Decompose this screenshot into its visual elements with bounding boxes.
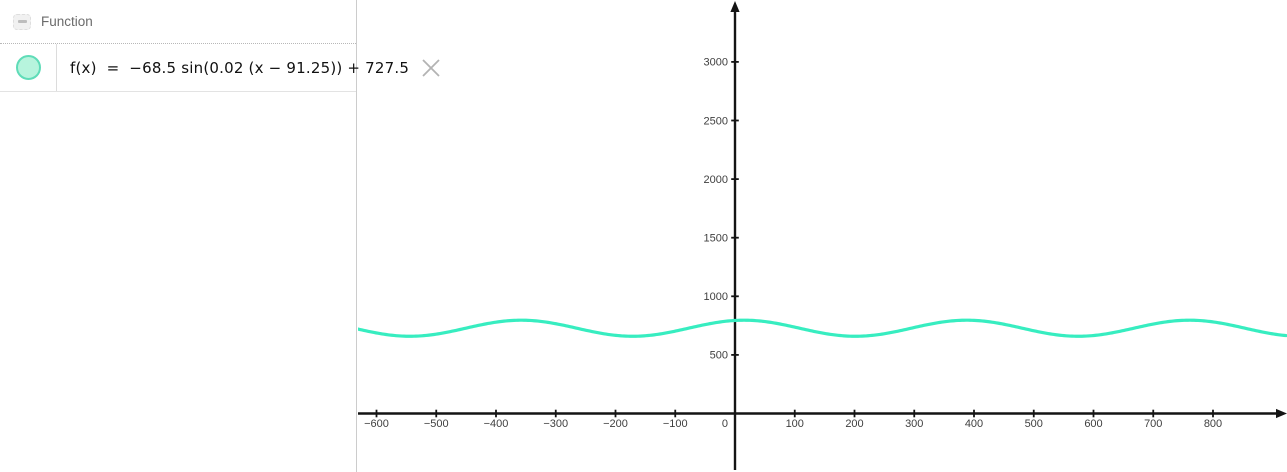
x-tick-label: 600 <box>1084 418 1102 430</box>
graphics-view[interactable]: −600 −500 −400 −300 −200 −100 0 100 200 300 400 500… <box>358 0 1287 472</box>
x-tick-label: 100 <box>786 418 804 430</box>
x-axis-arrow <box>1276 408 1287 419</box>
function-row[interactable]: f(x) = −68.5 sin(0.02 (x − 91.25)) + 727… <box>0 44 440 92</box>
x-tick-label: −600 <box>364 418 389 430</box>
y-tick-label: 2000 <box>704 174 728 186</box>
minus-icon <box>17 20 27 23</box>
delete-function-button[interactable] <box>409 44 453 91</box>
x-tick-label: −200 <box>603 418 628 430</box>
x-tick-label-0: 0 <box>722 418 728 430</box>
collapse-group-button[interactable] <box>13 13 31 30</box>
y-axis-arrow <box>730 1 740 12</box>
marble-cell <box>0 44 57 91</box>
x-tick-label: 200 <box>845 418 863 430</box>
y-tick-label: 500 <box>710 350 728 362</box>
group-title: Function <box>41 14 93 29</box>
function-curve[interactable] <box>358 318 1287 338</box>
y-tick-label: 2500 <box>704 115 728 127</box>
x-tick-label: −400 <box>484 418 509 430</box>
x-tick-label: 400 <box>965 418 983 430</box>
x-tick-label: 300 <box>905 418 923 430</box>
x-tick-label: −300 <box>543 418 568 430</box>
function-formula[interactable]: f(x) = −68.5 sin(0.02 (x − 91.25)) + 727… <box>70 58 410 77</box>
y-tick-label: 3000 <box>704 57 728 69</box>
x-tick-label: 500 <box>1025 418 1043 430</box>
y-tick-label: 1000 <box>704 291 728 303</box>
x-tick-label: −100 <box>663 418 688 430</box>
graph-svg[interactable]: −600 −500 −400 −300 −200 −100 0 100 200 300 400 500… <box>358 0 1287 472</box>
x-tick-label: 800 <box>1204 418 1222 430</box>
y-tick-label: 1500 <box>704 233 728 245</box>
x-tick-label: −500 <box>424 418 449 430</box>
algebra-panel: Function f(x) = −68.5 sin(0.02 (x − 91.2… <box>0 0 440 472</box>
function-visibility-marble[interactable] <box>15 55 41 80</box>
x-tick-label: 700 <box>1144 418 1162 430</box>
close-icon <box>422 58 440 77</box>
function-group-header: Function <box>0 0 356 44</box>
